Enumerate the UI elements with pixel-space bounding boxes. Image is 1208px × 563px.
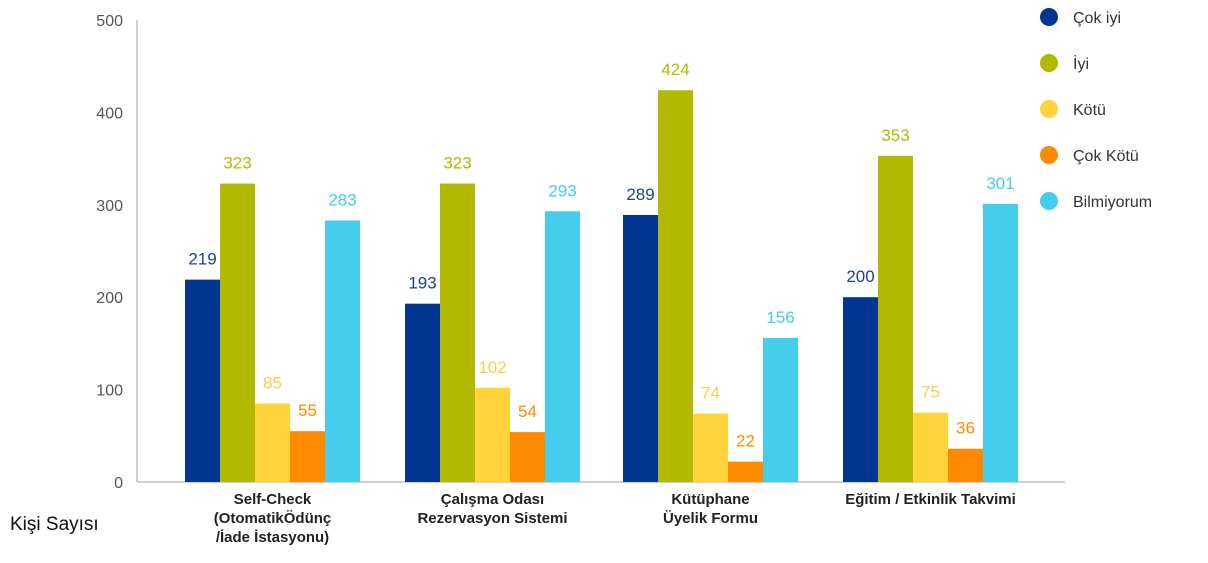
bar [545,211,580,482]
bar [913,412,948,482]
data-label: 102 [478,358,506,377]
y-tick-label: 400 [96,105,123,122]
bar [658,90,693,482]
bar [983,203,1018,482]
legend-label: Bilmiyorum [1073,194,1152,211]
legend-marker [1040,192,1058,210]
bar [843,297,878,482]
bar [325,220,360,482]
data-label: 283 [328,191,356,210]
y-axis-label: Kişi Sayısı [10,514,99,535]
x-tick-label: Self-Check (OtomatikÖdünç/İade İstasyonu) [214,491,332,546]
data-label: 219 [188,250,216,269]
bar [728,461,763,482]
data-label: 301 [986,174,1014,193]
data-label: 353 [881,126,909,145]
data-label: 193 [408,274,436,293]
bar [255,403,290,482]
legend-marker [1040,54,1058,72]
data-label: 200 [846,267,874,286]
data-label: 22 [736,432,755,451]
bar [763,337,798,482]
data-label: 156 [766,308,794,327]
bar [220,183,255,482]
bar [290,431,325,482]
data-label: 424 [661,60,689,79]
data-label: 323 [443,154,471,173]
legend-label: Kötü [1073,102,1106,119]
bar [948,448,983,482]
legend-label: İyi [1073,54,1089,73]
bar [623,214,658,483]
data-label: 36 [956,419,975,438]
legend-marker [1040,8,1058,26]
x-tick-label: Eğitim / Etkinlik Takvimi [845,491,1016,508]
data-label: 289 [626,185,654,204]
data-label: 55 [298,401,317,420]
bar [475,387,510,482]
y-tick-label: 0 [114,475,123,492]
legend: Çok iyi İyi Kötü Çok Kötü Bilmiyorum [1040,8,1152,211]
data-labels: 219 323 85 55 283 193 323 102 54 293 289 424 74 22 156… [188,60,1014,450]
data-label: 74 [701,384,720,403]
legend-marker [1040,100,1058,118]
bars [185,90,1018,483]
x-tick-label: Çalışma Odası Rezervasyon Sistemi [417,491,567,527]
legend-label: Çok Kötü [1073,148,1139,165]
data-label: 54 [518,402,537,421]
bar [693,413,728,482]
bar [440,183,475,482]
legend-label: Çok iyi [1073,10,1121,27]
bar [510,432,545,482]
axes: 0 100 200 300 400 500 Self-Check (OtomatikÖdünç… [96,13,1065,546]
y-tick-label: 500 [96,13,123,30]
y-tick-label: 100 [96,383,123,400]
data-label: 323 [223,154,251,173]
bar [185,279,220,482]
data-label: 75 [921,383,940,402]
data-label: 85 [263,373,282,392]
legend-marker [1040,146,1058,164]
bar [878,155,913,482]
bar [405,303,440,482]
data-label: 293 [548,181,576,200]
x-tick-label: Kütüphane Üyelik Formu [663,491,758,527]
y-tick-label: 200 [96,290,123,307]
y-tick-label: 300 [96,198,123,215]
